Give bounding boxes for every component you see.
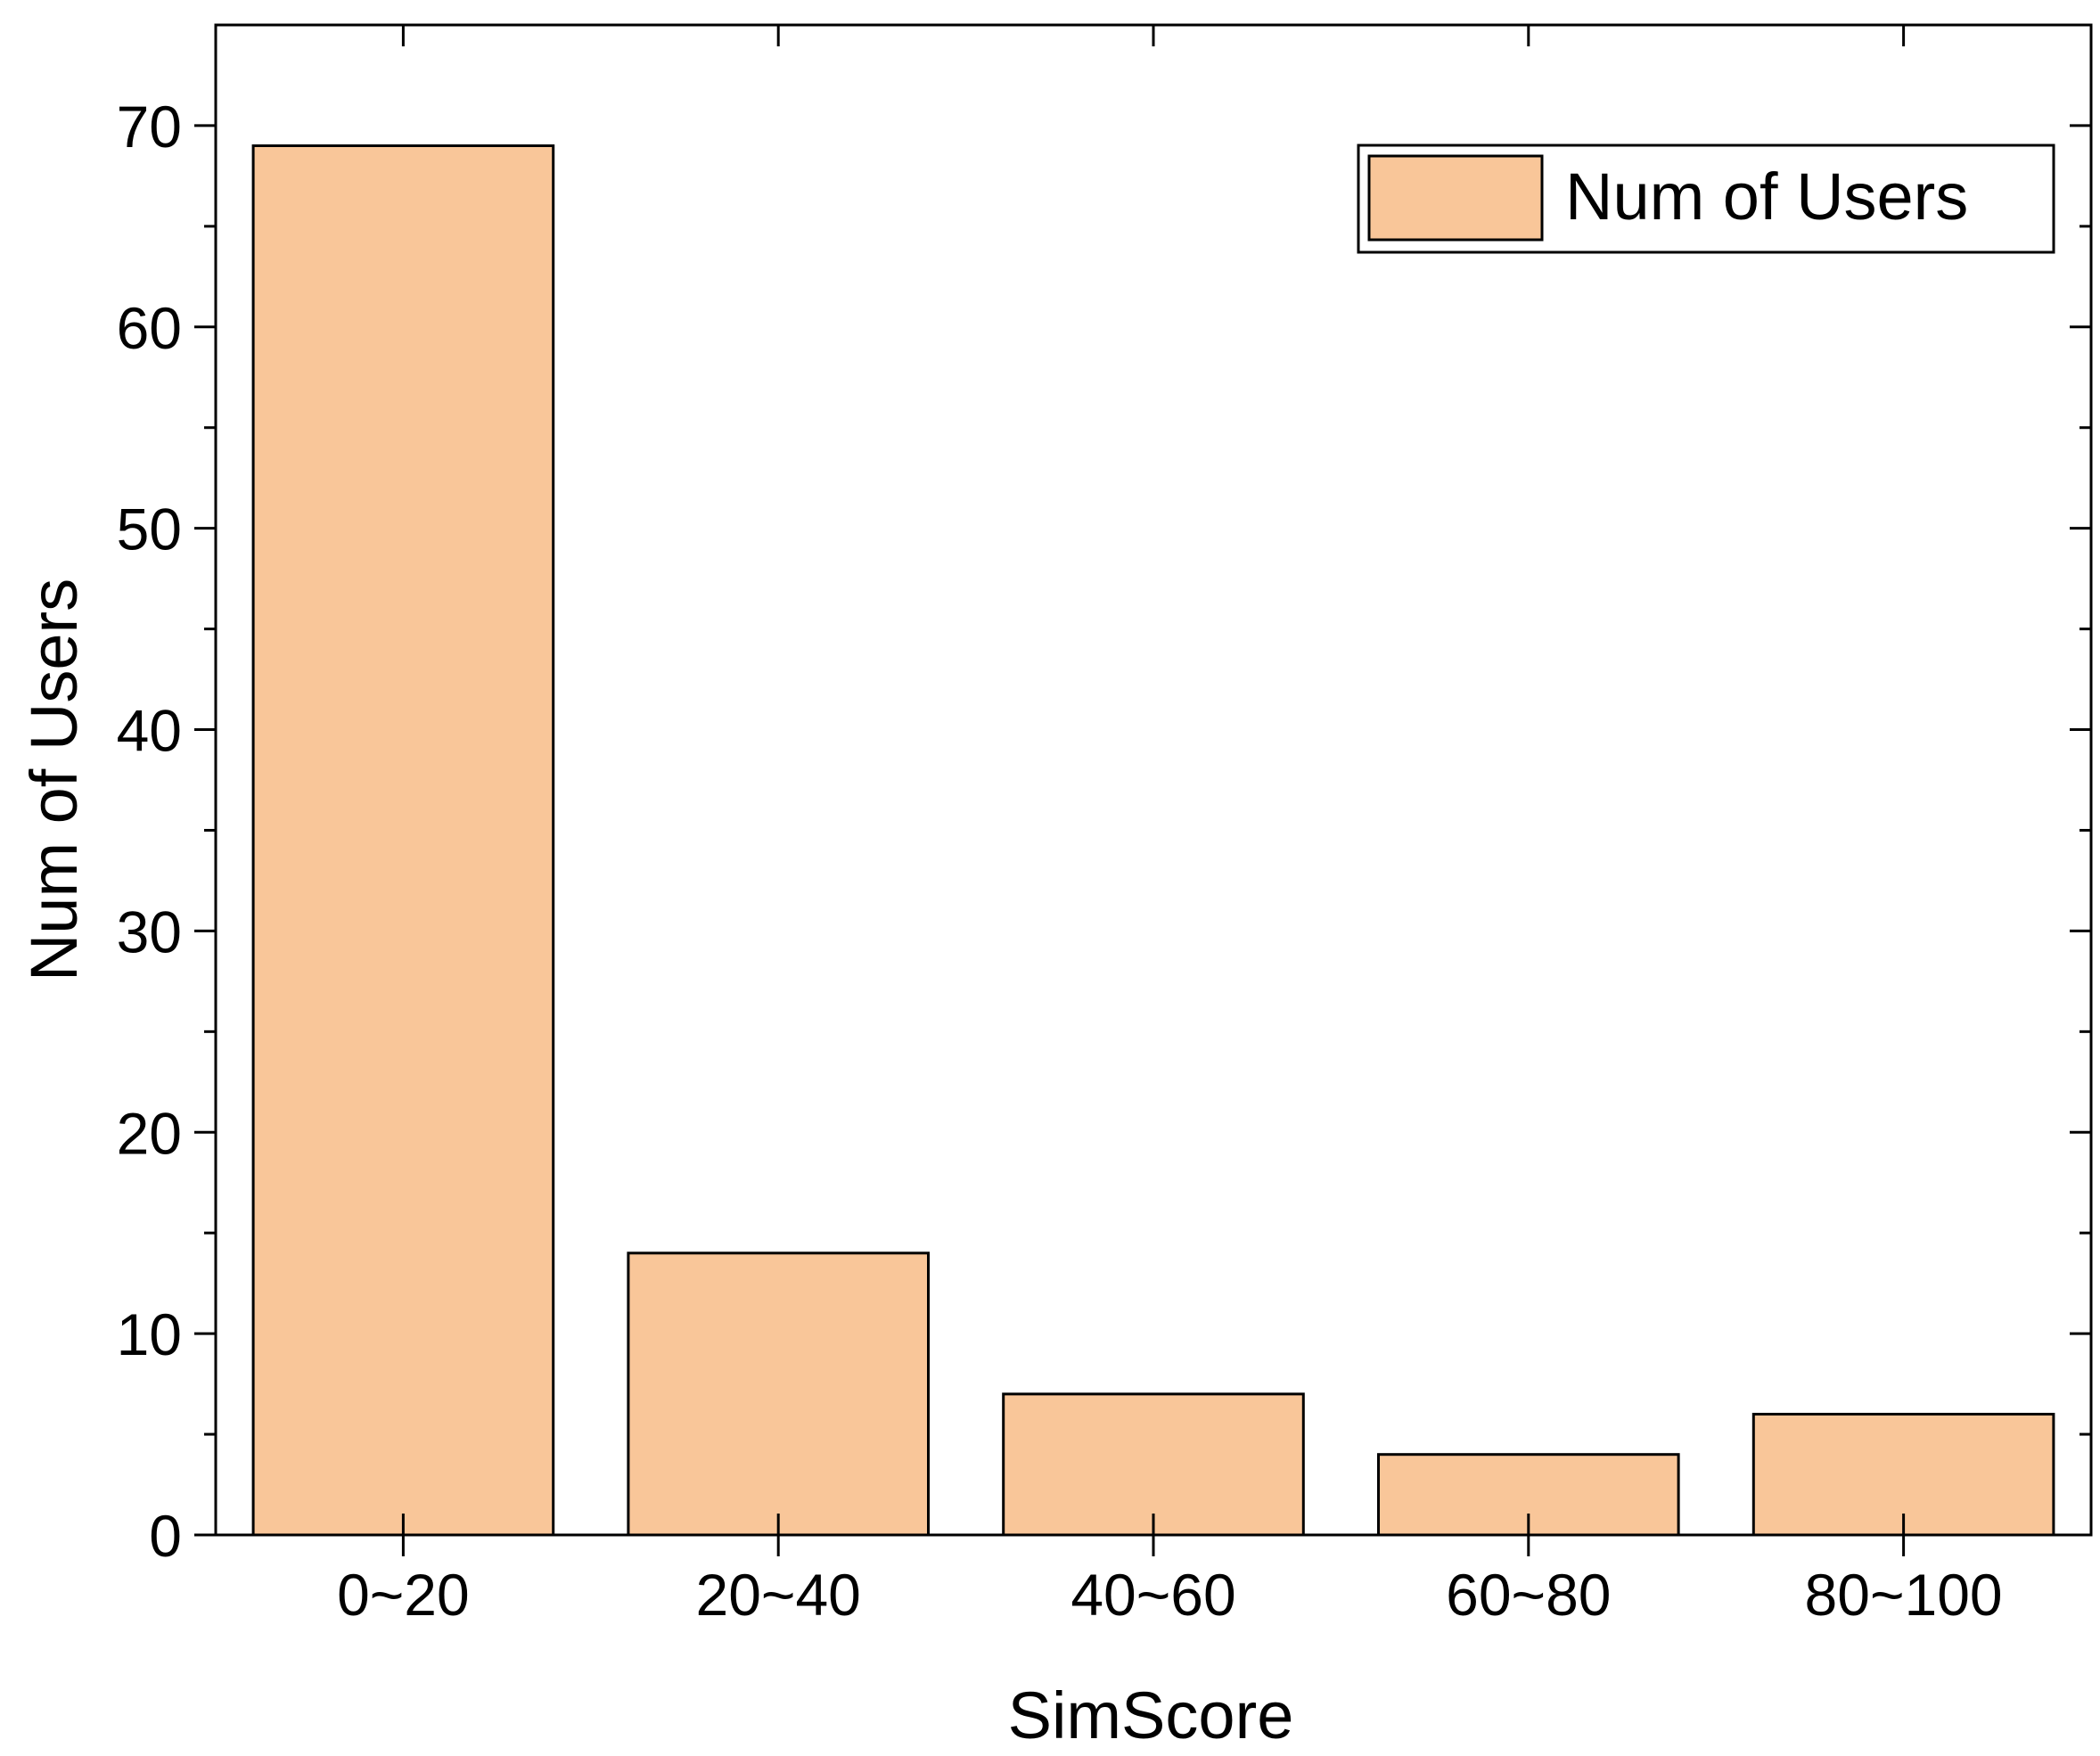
tick-labels-group: 0 10 20 30 40 50 60 70 0~20 20~40 40~60 60~80 80~100 — [117, 94, 2003, 1628]
y-axis-title: Num of Users — [17, 578, 91, 981]
bar-80~100 — [1751, 1413, 2055, 1537]
y-tick-label: 70 — [117, 94, 182, 160]
bar-0~20 — [251, 144, 555, 1537]
x-tick-label: 60~80 — [1446, 1562, 1611, 1628]
x-tick-label: 80~100 — [1805, 1562, 2003, 1628]
legend: Num of Users — [1357, 144, 2055, 254]
y-tick-label: 50 — [117, 496, 182, 562]
bar-20~40 — [627, 1251, 931, 1537]
y-tick-label: 10 — [117, 1301, 182, 1367]
y-tick-label: 20 — [117, 1100, 182, 1166]
x-tick-label: 20~40 — [696, 1562, 861, 1628]
legend-swatch — [1367, 154, 1544, 242]
ticks-group — [194, 25, 2091, 1556]
y-tick-label: 0 — [149, 1503, 182, 1569]
legend-label: Num of Users — [1565, 160, 1968, 234]
y-tick-label: 60 — [117, 295, 182, 361]
x-axis-title: SimScore — [1008, 1678, 1294, 1752]
y-tick-label: 30 — [117, 899, 182, 964]
bars-group — [251, 144, 2055, 1537]
x-tick-label: 40~60 — [1071, 1562, 1235, 1628]
x-tick-label: 0~20 — [337, 1562, 470, 1628]
bar-40~60 — [1002, 1392, 1305, 1537]
y-tick-label: 40 — [117, 698, 182, 764]
